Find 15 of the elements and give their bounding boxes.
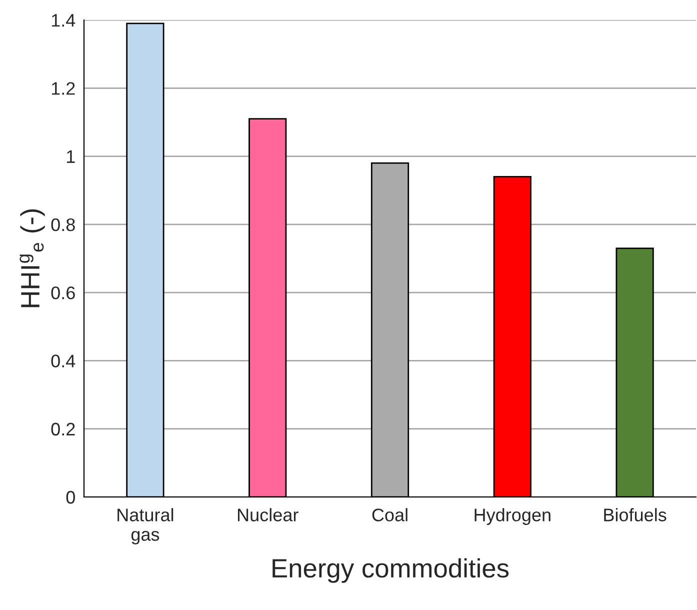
y-tick-label: 0.8 <box>51 218 75 232</box>
y-tick-label: 0.4 <box>51 354 76 368</box>
y-tick-label: 1 <box>67 150 75 163</box>
x-tick-label: Coal <box>372 508 408 522</box>
y-tick-label: 0 <box>66 490 75 504</box>
x-axis-title: Energy commodities <box>272 558 509 583</box>
y-tick-label: 1.2 <box>52 82 75 95</box>
y-tick-label: 0.2 <box>51 422 75 436</box>
x-tick-label: Nuclear <box>238 508 298 522</box>
y-axis-title: HHI$^{g}$$_{e}$ (-) <box>20 209 45 308</box>
x-tick-label: Biofuels <box>604 508 666 522</box>
y-tick-label: 1.4 <box>52 14 76 27</box>
x-tick-label: Hydrogen <box>474 508 550 525</box>
y-tick-label: 0.6 <box>51 286 75 300</box>
x-tick-label: Natural gas <box>118 508 174 544</box>
